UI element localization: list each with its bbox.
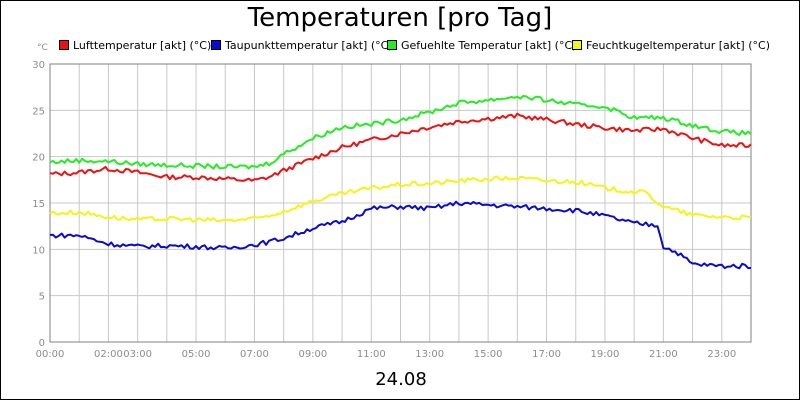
chart-title: Temperaturen [pro Tag]	[247, 3, 553, 33]
legend-swatch-yellow	[572, 40, 582, 50]
y-tick-label: 10	[32, 245, 45, 256]
y-tick-label: 25	[32, 106, 45, 117]
legend-item-lufttemperatur: Lufttemperatur [akt] (°C)	[59, 39, 211, 52]
x-tick-label: 00:00	[36, 349, 65, 360]
series-line-0	[49, 112, 752, 182]
x-tick-label: 02:00	[94, 349, 123, 360]
x-tick-label: 17:00	[532, 349, 561, 360]
x-tick-label: 23:00	[707, 349, 736, 360]
legend-label: Taupunkttemperatur [akt] (°C)	[225, 39, 393, 52]
x-tick-label: 03:00	[123, 349, 152, 360]
legend-swatch-red	[59, 40, 69, 50]
x-tick-label: 19:00	[591, 349, 620, 360]
x-tick-label: 15:00	[474, 349, 503, 360]
y-tick-label: 30	[32, 60, 45, 71]
x-tick-label: 11:00	[357, 349, 386, 360]
x-tick-label: 21:00	[649, 349, 678, 360]
series-line-2	[49, 95, 752, 170]
x-tick-label: 07:00	[240, 349, 269, 360]
y-tick-label: 5	[39, 292, 45, 303]
legend-label: Gefuehlte Temperatur [akt] (°C)	[401, 39, 577, 52]
legend-swatch-green	[387, 40, 397, 50]
y-axis-unit: °C	[37, 43, 48, 53]
x-tick-label: 13:00	[415, 349, 444, 360]
y-tick-label: 20	[32, 153, 45, 164]
plot-border	[49, 63, 752, 343]
x-tick-label: 09:00	[298, 349, 327, 360]
legend-label: Lufttemperatur [akt] (°C)	[73, 39, 212, 52]
legend-label: Feuchtkugeltemperatur [akt] (°C)	[586, 39, 770, 52]
legend-item-gefuehlte-temperatur: Gefuehlte Temperatur [akt] (°C)	[387, 39, 576, 52]
legend-item-taupunkttemperatur: Taupunkttemperatur [akt] (°C)	[211, 39, 393, 52]
x-axis-label: 24.08	[375, 369, 427, 390]
y-tick-label: 15	[32, 199, 45, 210]
y-tick-label: 0	[39, 338, 45, 349]
legend-swatch-blue	[211, 40, 221, 50]
legend-item-feuchtkugeltemperatur: Feuchtkugeltemperatur [akt] (°C)	[572, 39, 770, 52]
series-line-1	[49, 200, 752, 270]
x-tick-label: 05:00	[182, 349, 211, 360]
series-line-3	[49, 175, 752, 223]
